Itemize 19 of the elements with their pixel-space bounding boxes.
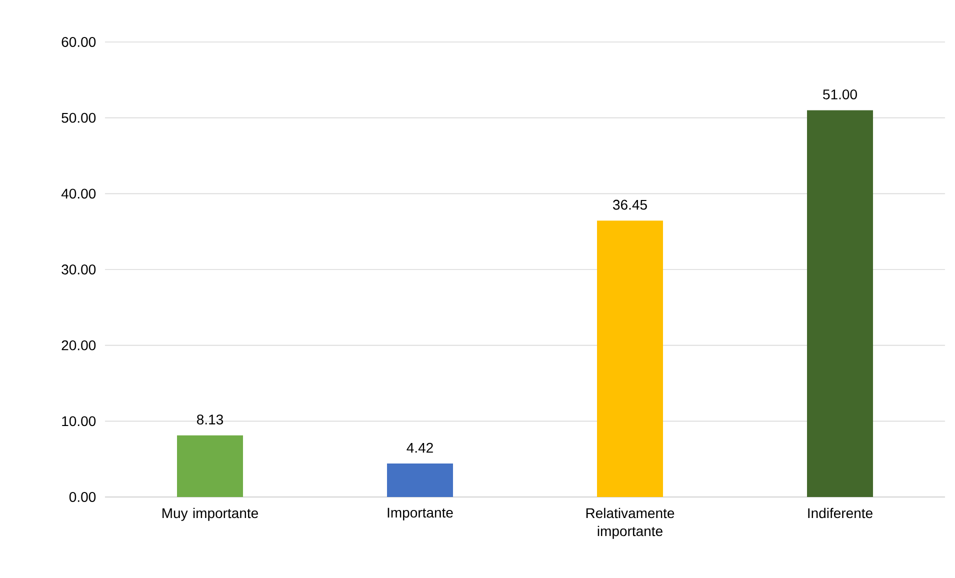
bar (387, 463, 454, 497)
bar (807, 110, 874, 497)
data-label: 8.13 (196, 414, 224, 424)
y-tick-label: 0.00 (69, 492, 96, 502)
x-tick-label: Importante (388, 508, 453, 520)
y-tick-label: 60.00 (62, 37, 96, 47)
y-tick-label: 40.00 (61, 188, 96, 199)
x-tick-label: Relativamente importante (586, 508, 674, 539)
y-tick-label: 20.00 (62, 340, 96, 350)
y-tick-label: 50.00 (62, 112, 96, 123)
y-tick-label: 10.00 (62, 416, 96, 426)
data-label: 4.42 (406, 442, 433, 453)
data-label: 36.45 (613, 200, 647, 210)
bar (177, 435, 244, 497)
y-tick-label: 30.00 (62, 264, 96, 274)
x-tick-label: Indiferente (808, 508, 872, 518)
bar (597, 220, 664, 497)
x-tick-label: Muy importante (162, 508, 258, 521)
data-label: 51.00 (823, 89, 857, 100)
